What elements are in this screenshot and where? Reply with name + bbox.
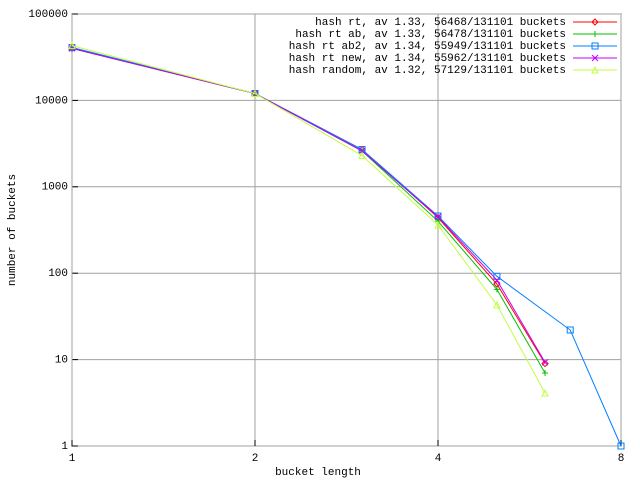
series-line xyxy=(71,47,546,374)
y-tick-label: 1 xyxy=(61,441,68,453)
point-marker xyxy=(434,213,442,221)
x-tick-label: 4 xyxy=(435,453,442,465)
point-marker xyxy=(493,276,501,284)
y-tick-label: 100000 xyxy=(28,9,68,21)
legend-label: hash rt, av 1.33, 56468/131101 buckets xyxy=(315,17,566,29)
y-tick-label: 100 xyxy=(48,268,68,280)
series-line xyxy=(71,45,546,394)
series-line xyxy=(71,47,546,364)
point-marker xyxy=(592,31,598,37)
x-axis-label: bucket length xyxy=(275,467,361,479)
legend-label: hash rt ab, av 1.33, 56478/131101 bucket… xyxy=(295,29,566,41)
point-marker xyxy=(493,286,500,293)
point-marker xyxy=(617,442,625,450)
point-marker xyxy=(591,42,599,50)
point-marker xyxy=(591,18,599,26)
point-marker xyxy=(591,65,599,74)
legend-label: hash rt ab2, av 1.34, 55949/131101 bucke… xyxy=(289,41,566,53)
x-tick-label: 2 xyxy=(252,453,259,465)
y-tick-label: 10 xyxy=(55,355,68,367)
legend-label: hash random, av 1.32, 57129/131101 bucke… xyxy=(289,65,566,77)
legend-label: hash rt new, av 1.34, 55962/131101 bucke… xyxy=(289,53,566,65)
y-tick-label: 1000 xyxy=(42,182,68,194)
point-marker xyxy=(434,212,442,220)
point-marker xyxy=(541,388,549,397)
point-marker xyxy=(434,221,442,229)
point-marker xyxy=(358,147,366,155)
point-marker xyxy=(566,326,574,334)
y-axis-label: number of buckets xyxy=(7,174,19,286)
x-tick-label: 1 xyxy=(69,453,76,465)
point-marker xyxy=(251,89,259,98)
point-marker xyxy=(541,358,549,366)
point-marker xyxy=(358,146,366,154)
series-line xyxy=(71,46,622,447)
point-marker xyxy=(493,300,501,309)
y-tick-label: 10000 xyxy=(35,95,68,107)
point-marker xyxy=(358,151,366,160)
point-marker xyxy=(591,54,599,62)
x-tick-label: 8 xyxy=(618,453,625,465)
point-marker xyxy=(68,41,76,50)
point-marker xyxy=(541,359,549,368)
series-line xyxy=(71,47,546,363)
point-marker xyxy=(542,369,549,376)
